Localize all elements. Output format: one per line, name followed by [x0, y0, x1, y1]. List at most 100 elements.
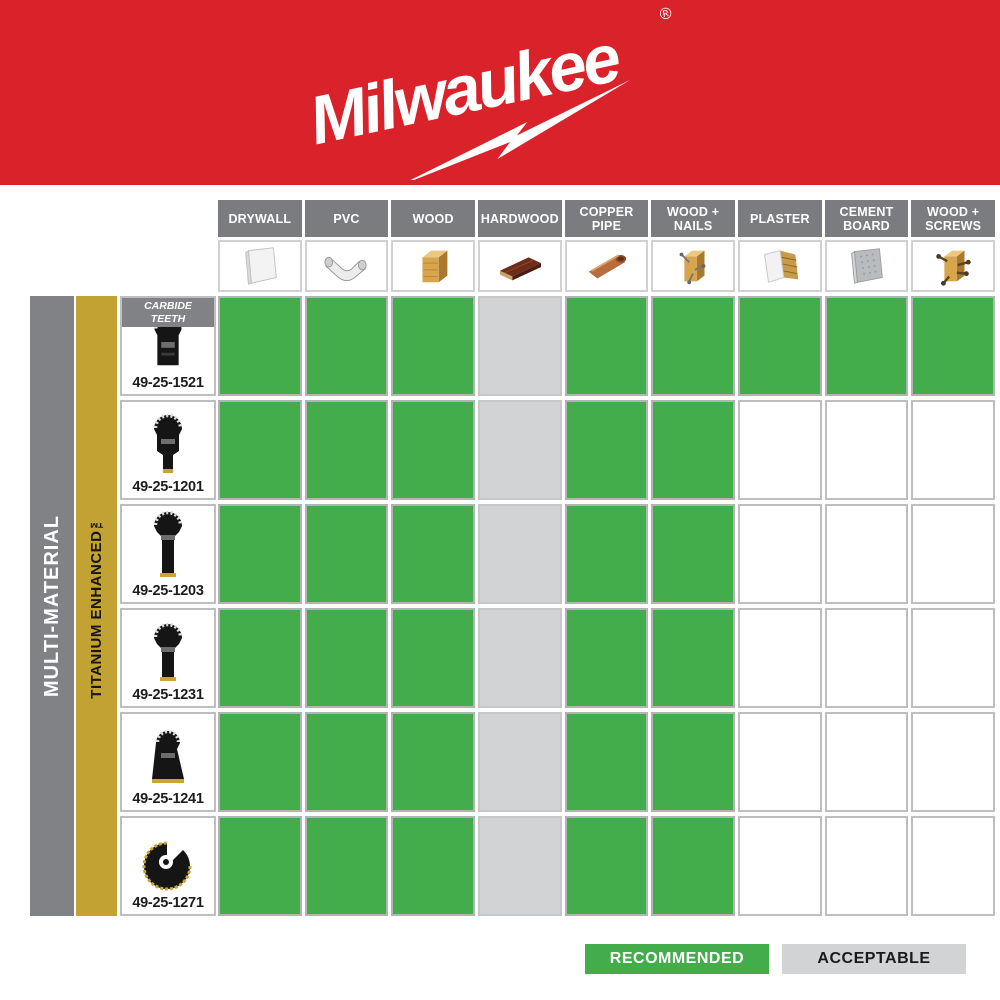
- cell-49-25-1241-wood-nails: [651, 712, 735, 812]
- category-bar-titanium-enhanced: TITANIUM ENHANCED™: [76, 296, 117, 916]
- category-bar-multi-material: MULTI-MATERIAL: [30, 296, 74, 916]
- cell-49-25-1521-hardwood: [477, 296, 562, 396]
- cell-49-25-1271-pvc: [304, 816, 389, 916]
- product-49-25-1521: CARBIDE TEETH 49-25-1521: [120, 296, 216, 396]
- cell-49-25-1201-plaster: [737, 400, 822, 500]
- column-header-wood-nails: WOOD + NAILS: [651, 200, 735, 237]
- titanium-enhanced-label: TITANIUM ENHANCED™: [88, 513, 105, 699]
- cell-49-25-1271-cement-board: [824, 816, 909, 916]
- model-number: 49-25-1231: [132, 687, 204, 703]
- model-number: 49-25-1521: [132, 375, 204, 391]
- cell-49-25-1521-copper-pipe: [564, 296, 649, 396]
- cell-49-25-1231-plaster: [737, 608, 822, 708]
- cell-49-25-1201-drywall: [218, 400, 302, 500]
- cell-49-25-1201-wood: [391, 400, 475, 500]
- cell-49-25-1521-wood: [391, 296, 475, 396]
- cell-49-25-1231-pvc: [304, 608, 389, 708]
- model-number: 49-25-1241: [132, 791, 204, 807]
- drywall-icon: [218, 240, 302, 292]
- cement-board-icon: [824, 240, 909, 292]
- cell-49-25-1521-pvc: [304, 296, 389, 396]
- cell-49-25-1231-cement-board: [824, 608, 909, 708]
- cell-49-25-1241-hardwood: [477, 712, 562, 812]
- wood-nails-icon: [651, 240, 735, 292]
- cell-49-25-1201-cement-board: [824, 400, 909, 500]
- wood-icon: [391, 240, 475, 292]
- product-column: CARBIDE TEETH 49-25-1521 49-25-1201 49-25-1…: [120, 296, 216, 916]
- multi-material-label: MULTI-MATERIAL: [40, 514, 63, 698]
- model-number: 49-25-1201: [132, 479, 204, 495]
- product-49-25-1201: 49-25-1201: [120, 400, 216, 500]
- column-header-plaster: PLASTER: [737, 200, 822, 237]
- carbide-teeth-badge: CARBIDE TEETH: [122, 298, 214, 328]
- column-header-drywall: DRYWALL: [218, 200, 302, 237]
- blade-1203-icon: [152, 506, 184, 583]
- column-header-wood-screws: WOOD + SCREWS: [911, 200, 995, 237]
- cell-49-25-1521-plaster: [737, 296, 822, 396]
- cell-49-25-1201-copper-pipe: [564, 400, 649, 500]
- cell-49-25-1241-cement-board: [824, 712, 909, 812]
- blade-1271-icon: [140, 818, 196, 895]
- cell-49-25-1271-copper-pipe: [564, 816, 649, 916]
- cell-49-25-1203-plaster: [737, 504, 822, 604]
- cell-49-25-1203-copper-pipe: [564, 504, 649, 604]
- product-49-25-1241: 49-25-1241: [120, 712, 216, 812]
- blade-1241-icon: [146, 714, 190, 791]
- legend-recommended: RECOMMENDED: [585, 944, 769, 974]
- material-icon-row: [218, 240, 995, 292]
- compatibility-matrix: [218, 296, 995, 916]
- column-header-wood: WOOD: [391, 200, 475, 237]
- cell-49-25-1271-hardwood: [477, 816, 562, 916]
- cell-49-25-1521-wood-nails: [651, 296, 735, 396]
- milwaukee-logo: Milwaukee ®: [303, 5, 674, 180]
- cell-49-25-1203-pvc: [304, 504, 389, 604]
- cell-49-25-1241-drywall: [218, 712, 302, 812]
- cell-49-25-1203-wood: [391, 504, 475, 604]
- column-header-hardwood: HARDWOOD: [477, 200, 562, 237]
- cell-49-25-1271-wood-nails: [651, 816, 735, 916]
- blade-1201-icon: [151, 402, 185, 479]
- legend-acceptable: ACCEPTABLE: [782, 944, 966, 974]
- cell-49-25-1521-drywall: [218, 296, 302, 396]
- brand-wordmark: Milwaukee: [303, 20, 626, 160]
- hardwood-icon: [477, 240, 562, 292]
- cell-49-25-1241-pvc: [304, 712, 389, 812]
- product-49-25-1203: 49-25-1203: [120, 504, 216, 604]
- cell-49-25-1271-wood: [391, 816, 475, 916]
- cell-49-25-1201-hardwood: [477, 400, 562, 500]
- model-number: 49-25-1271: [132, 895, 204, 911]
- product-49-25-1271: 49-25-1271: [120, 816, 216, 916]
- legend: RECOMMENDED ACCEPTABLE: [585, 944, 966, 974]
- cell-49-25-1521-cement-board: [824, 296, 909, 396]
- column-header-cement-board: CEMENT BOARD: [824, 200, 909, 237]
- cell-49-25-1231-wood: [391, 608, 475, 708]
- model-number: 49-25-1203: [132, 583, 204, 599]
- cell-49-25-1201-wood-screws: [911, 400, 995, 500]
- plaster-icon: [737, 240, 822, 292]
- cell-49-25-1271-wood-screws: [911, 816, 995, 916]
- lightning-bolt-icon: [397, 79, 631, 180]
- cell-49-25-1241-wood-screws: [911, 712, 995, 812]
- cell-49-25-1231-copper-pipe: [564, 608, 649, 708]
- column-header-row: DRYWALL PVC WOOD HARDWOOD COPPER PIPE WOOD + …: [218, 200, 995, 237]
- cell-49-25-1241-wood: [391, 712, 475, 812]
- column-header-copper-pipe: COPPER PIPE: [564, 200, 649, 237]
- copper-pipe-icon: [564, 240, 649, 292]
- cell-49-25-1201-wood-nails: [651, 400, 735, 500]
- cell-49-25-1231-drywall: [218, 608, 302, 708]
- cell-49-25-1231-hardwood: [477, 608, 562, 708]
- cell-49-25-1203-wood-nails: [651, 504, 735, 604]
- cell-49-25-1241-copper-pipe: [564, 712, 649, 812]
- cell-49-25-1203-drywall: [218, 504, 302, 604]
- product-49-25-1231: 49-25-1231: [120, 608, 216, 708]
- cell-49-25-1203-hardwood: [477, 504, 562, 604]
- cell-49-25-1201-pvc: [304, 400, 389, 500]
- wood-screws-icon: [911, 240, 995, 292]
- cell-49-25-1241-plaster: [737, 712, 822, 812]
- cell-49-25-1203-cement-board: [824, 504, 909, 604]
- brand-banner: Milwaukee ®: [0, 0, 1000, 185]
- pvc-icon: [304, 240, 389, 292]
- blade-1231-icon: [152, 610, 184, 687]
- column-header-pvc: PVC: [304, 200, 389, 237]
